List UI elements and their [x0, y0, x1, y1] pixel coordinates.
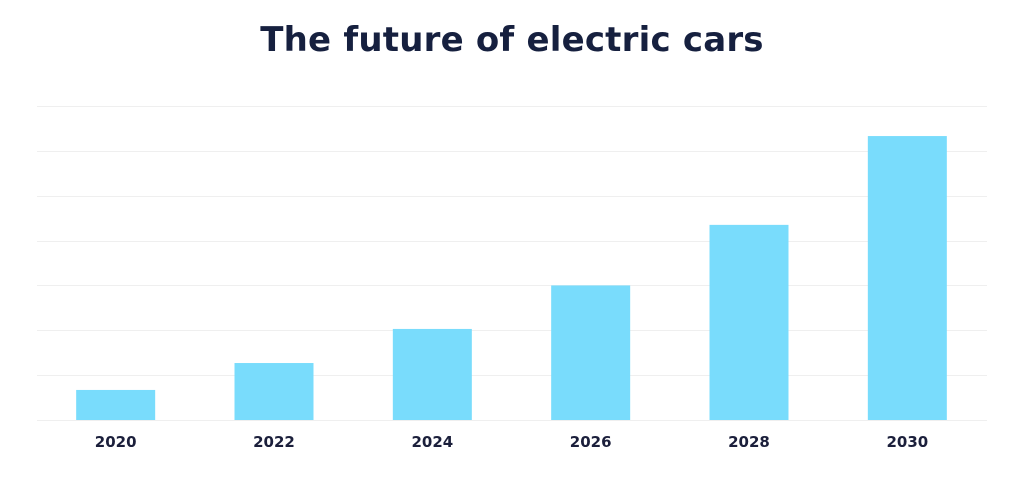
x-tick-label: 2024 — [411, 433, 453, 451]
x-tick-label: 2022 — [253, 433, 295, 451]
x-tick-label: 2030 — [886, 433, 928, 451]
bar-2026 — [551, 285, 631, 420]
gridlines — [37, 106, 987, 421]
bar-2020 — [76, 389, 156, 420]
x-axis-labels: 2020 2022 2024 2026 2028 2030 — [95, 433, 928, 451]
bar-2028 — [709, 224, 789, 420]
x-tick-label: 2020 — [95, 433, 137, 451]
bar-2024 — [392, 328, 472, 420]
bar-2022 — [234, 363, 314, 420]
bar-2030 — [867, 136, 947, 420]
x-tick-label: 2028 — [728, 433, 770, 451]
x-tick-label: 2026 — [570, 433, 612, 451]
chart-title: The future of electric cars — [260, 20, 764, 60]
bars — [76, 136, 947, 420]
